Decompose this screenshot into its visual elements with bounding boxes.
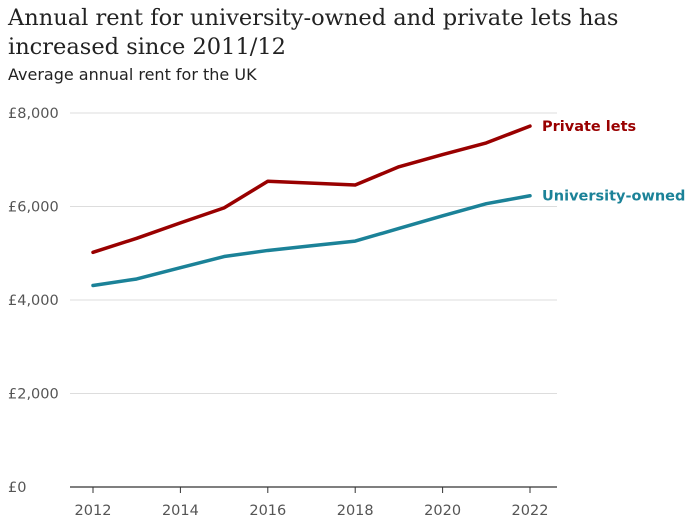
- private-lets-point: [310, 181, 313, 185]
- university-owned-point: [397, 227, 401, 230]
- axes: £0 £2,000 £4,000 £6,000 £8,000 2012 2014 2016 20…: [8, 106, 548, 519]
- x-tick-label: 2016: [249, 503, 286, 519]
- university-owned-point: [266, 249, 270, 252]
- private-lets-point: [353, 183, 357, 187]
- private-lets-point: [484, 141, 488, 145]
- private-lets-point: [441, 153, 444, 157]
- university-owned-point: [353, 239, 357, 243]
- y-tick-label: £8,000: [8, 106, 59, 122]
- private-lets-point: [222, 206, 226, 210]
- university-owned-point: [91, 284, 95, 287]
- chart-title: Annual rent for university-owned and pri…: [8, 5, 619, 60]
- university-owned-label: University-owned: [542, 189, 685, 205]
- y-tick-label: £0: [8, 480, 26, 496]
- x-tick-label: 2020: [424, 503, 461, 519]
- private-lets-label: Private lets: [542, 119, 636, 135]
- series-labels: Private lets University-owned: [542, 119, 685, 205]
- x-tick-label: 2012: [75, 503, 112, 519]
- private-lets-point: [397, 165, 401, 169]
- private-lets-point: [266, 179, 270, 183]
- private-lets-point: [135, 236, 139, 240]
- university-owned-point: [484, 202, 488, 206]
- university-owned-point: [179, 266, 182, 270]
- y-tick-label: £4,000: [8, 293, 59, 309]
- university-owned-point: [310, 244, 313, 248]
- private-lets-point: [91, 250, 95, 254]
- university-owned-point: [528, 194, 532, 198]
- university-owned-point: [135, 277, 139, 281]
- private-lets-point: [179, 221, 182, 225]
- y-tick-label: £6,000: [8, 200, 59, 216]
- x-tick-label: 2014: [162, 503, 199, 519]
- university-owned-point: [441, 214, 444, 218]
- gridlines: [70, 112, 557, 488]
- x-tick-label: 2022: [512, 503, 549, 519]
- private-lets-point: [528, 124, 532, 128]
- university-owned-line: [91, 194, 532, 288]
- y-tick-label: £2,000: [8, 387, 59, 403]
- x-tick-label: 2018: [337, 503, 374, 519]
- private-lets-line: [91, 124, 532, 255]
- university-owned-point: [222, 255, 226, 258]
- series-lines: [91, 124, 532, 288]
- chart-subtitle: Average annual rent for the UK: [8, 65, 257, 84]
